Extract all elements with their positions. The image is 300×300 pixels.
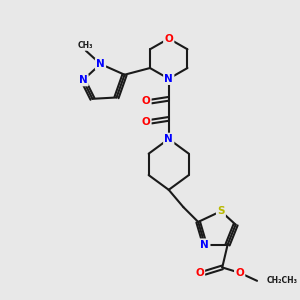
Text: N: N — [79, 75, 88, 85]
Text: CH₂CH₃: CH₂CH₃ — [266, 276, 297, 285]
Text: O: O — [142, 97, 150, 106]
Text: O: O — [195, 268, 204, 278]
Text: N: N — [200, 240, 209, 250]
Text: N: N — [96, 59, 105, 69]
Text: CH₃: CH₃ — [78, 41, 94, 50]
Text: N: N — [164, 134, 173, 144]
Text: O: O — [164, 34, 173, 44]
Text: N: N — [164, 74, 173, 84]
Text: S: S — [217, 206, 225, 216]
Text: O: O — [235, 268, 244, 278]
Text: O: O — [142, 117, 150, 127]
